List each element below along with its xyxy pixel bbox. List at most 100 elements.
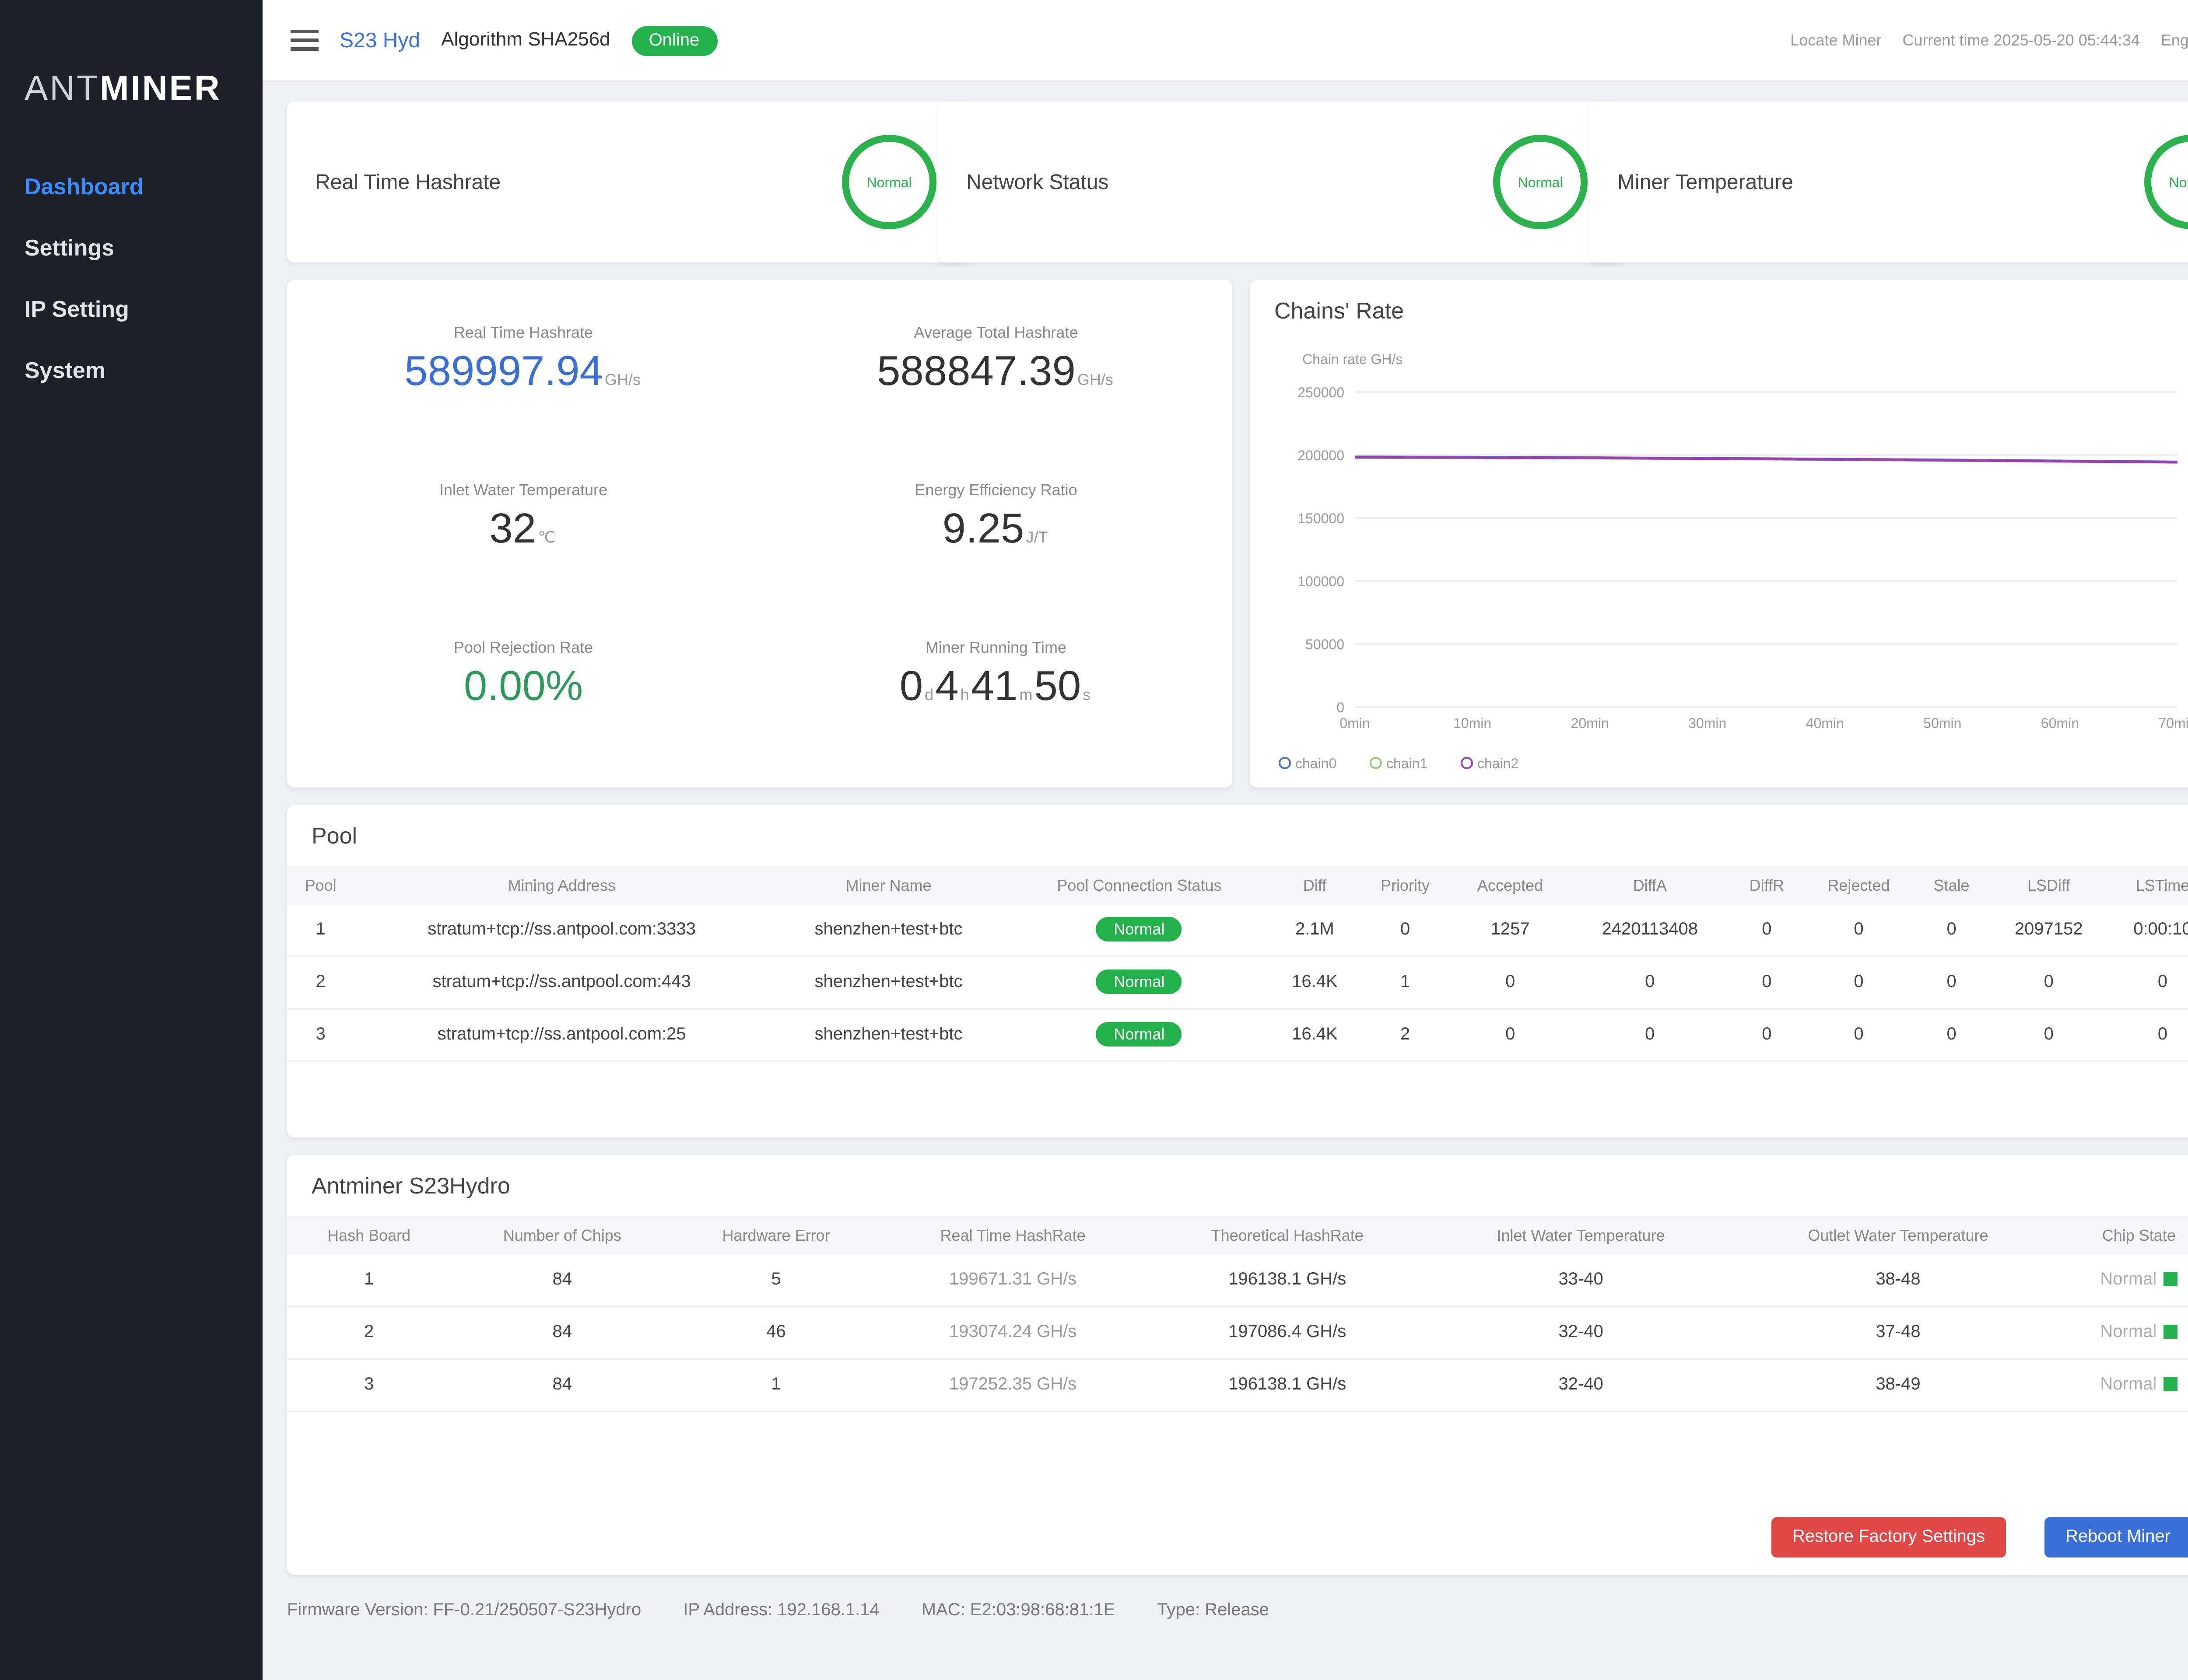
stat-value: 589997.94 GH/s [313, 348, 733, 397]
footer-item: IP Address: 192.168.1.14 [683, 1601, 880, 1620]
y-axis-label: Chain rate GH/s [1302, 351, 1403, 367]
column-header: Stale [1914, 866, 1988, 905]
table-cell: 199671.31 GH/s [878, 1255, 1147, 1307]
stat: Energy Efficiency Ratio 9.25 J/T [786, 481, 1206, 555]
table-cell: 38-49 [1734, 1359, 2062, 1412]
stat-number: 32 [489, 506, 536, 553]
table-cell: 0 [1802, 905, 1915, 957]
current-time: Current time 2025-05-20 05:44:34 [1902, 32, 2140, 49]
locate-toggle[interactable]: Locate Miner [1790, 32, 1882, 49]
column-header: Hardware Error [673, 1216, 879, 1255]
column-header: Mining Address [354, 866, 770, 905]
column-header: LSDiff [1988, 866, 2109, 905]
stat-unit: GH/s [1077, 371, 1113, 388]
table-cell: 32-40 [1427, 1306, 1735, 1360]
card-title: Network Status [966, 170, 1109, 194]
status-ring: Normal [842, 135, 936, 229]
language[interactable]: English [2160, 32, 2188, 49]
legend-marker [1279, 757, 1291, 769]
table-cell: shenzhen+test+btc [769, 905, 1008, 957]
nav-item[interactable]: Dashboard [25, 173, 144, 200]
column-header: Inlet Water Temperature [1427, 1216, 1735, 1255]
table-cell: 2 [287, 956, 354, 1010]
table-cell: 84 [451, 1255, 674, 1307]
table-cell: 16.4K [1270, 956, 1359, 1010]
series-line [1354, 456, 2178, 464]
stat-number: 50 [1034, 663, 1081, 710]
table-cell: 0 [1802, 1009, 1915, 1062]
table-cell: 0 [1358, 905, 1452, 957]
table-cell: 2 [287, 1306, 451, 1360]
logo-text: MINER [100, 70, 221, 108]
nav-item[interactable]: Settings [25, 234, 115, 261]
table-cell: 33-40 [1427, 1255, 1735, 1307]
logo-text: ANT [25, 70, 100, 108]
table-cell: 2.1M [1270, 905, 1359, 957]
stat-label: Energy Efficiency Ratio [915, 481, 1077, 499]
stat-label: Miner Running Time [925, 639, 1067, 656]
chip-state: Normal [2100, 1270, 2157, 1290]
legend-marker [1461, 757, 1473, 769]
table-cell: 0 [1569, 956, 1731, 1010]
column-header: Rejected [1802, 866, 1915, 905]
stat-number: 588847.39 [877, 348, 1076, 396]
table-cell: 0 [1731, 956, 1803, 1010]
stat-label: Real Time Hashrate [453, 324, 593, 341]
table-cell: 38-48 [1734, 1255, 2062, 1307]
status-ring: Normal [2144, 135, 2188, 229]
y-tick-label: 150000 [1297, 511, 1344, 526]
pool-title: Pool [312, 822, 358, 849]
status-card: Network Status Normal [938, 102, 1621, 262]
legend-label: chain2 [1477, 756, 1518, 771]
chart-panel: Chains' Rate Chain rate GH/s 0 50000 100000… [1250, 280, 2188, 788]
x-tick-label: 0min [1339, 715, 1370, 731]
table-cell: 196138.1 GH/s [1147, 1359, 1427, 1412]
column-header: DiffA [1569, 866, 1731, 905]
table-cell: 3 [287, 1009, 354, 1062]
table-cell: stratum+tcp://ss.antpool.com:25 [354, 1009, 770, 1062]
state-square [2163, 1273, 2178, 1287]
table-cell: 0:00:10 [2109, 905, 2188, 957]
reboot-button[interactable]: Reboot Miner [2044, 1517, 2188, 1558]
stat-value: 9.25 J/T [786, 506, 1206, 555]
ring-label: Normal [2169, 175, 2188, 190]
table-row: 3 84 1 197252.35 GH/s 196138.1 GH/s 32-40 38-4… [287, 1359, 2188, 1412]
table-cell: 0 [1914, 1009, 1988, 1062]
column-header: Pool Connection Status [1007, 866, 1271, 905]
table-cell: 84 [451, 1306, 674, 1360]
status-card: Miner Temperature Normal [1589, 102, 2188, 262]
main: S23 Hyd Algorithm SHA256d Online Locate … [263, 0, 2188, 1680]
table-cell: 1 [673, 1359, 879, 1412]
menu-button[interactable] [291, 30, 319, 51]
x-tick-label: 20min [1571, 715, 1609, 731]
stat-number: 0 [899, 663, 923, 710]
nav-item[interactable]: System [25, 357, 105, 383]
column-header: Priority [1358, 866, 1452, 905]
header-row: Hash Board Number of Chips Hardware Error R… [287, 1216, 2188, 1255]
column-header: Real Time HashRate [878, 1216, 1147, 1255]
table-cell: 193074.24 GH/s [878, 1306, 1147, 1360]
card-title: Miner Temperature [1617, 170, 1793, 194]
column-header: DiffR [1731, 866, 1803, 905]
table-row: 2 stratum+tcp://ss.antpool.com:443 shenzhe… [287, 956, 2188, 1010]
table-cell: 196138.1 GH/s [1147, 1255, 1427, 1307]
y-tick-label: 0 [1336, 700, 1344, 715]
column-header: Chip State [2062, 1216, 2188, 1255]
legend-marker [1370, 757, 1382, 769]
restore-button[interactable]: Restore Factory Settings [1771, 1517, 2006, 1558]
table-cell: 0 [1914, 956, 1988, 1010]
model: S23 Hyd [340, 28, 421, 52]
chip-state: Normal [2100, 1376, 2157, 1395]
column-header: Accepted [1452, 866, 1569, 905]
legend-label: chain1 [1386, 756, 1427, 771]
state-square [2163, 1378, 2178, 1392]
table-cell: Normal [1007, 1009, 1271, 1062]
logo: ANTMINER [0, 0, 263, 156]
stat-value: 0.00% [313, 663, 733, 712]
ring-label: Normal [866, 175, 912, 190]
boards-title: Antminer S23Hydro [312, 1172, 510, 1199]
nav-item[interactable]: IP Setting [25, 296, 129, 322]
table-cell: shenzhen+test+btc [769, 1009, 1008, 1062]
